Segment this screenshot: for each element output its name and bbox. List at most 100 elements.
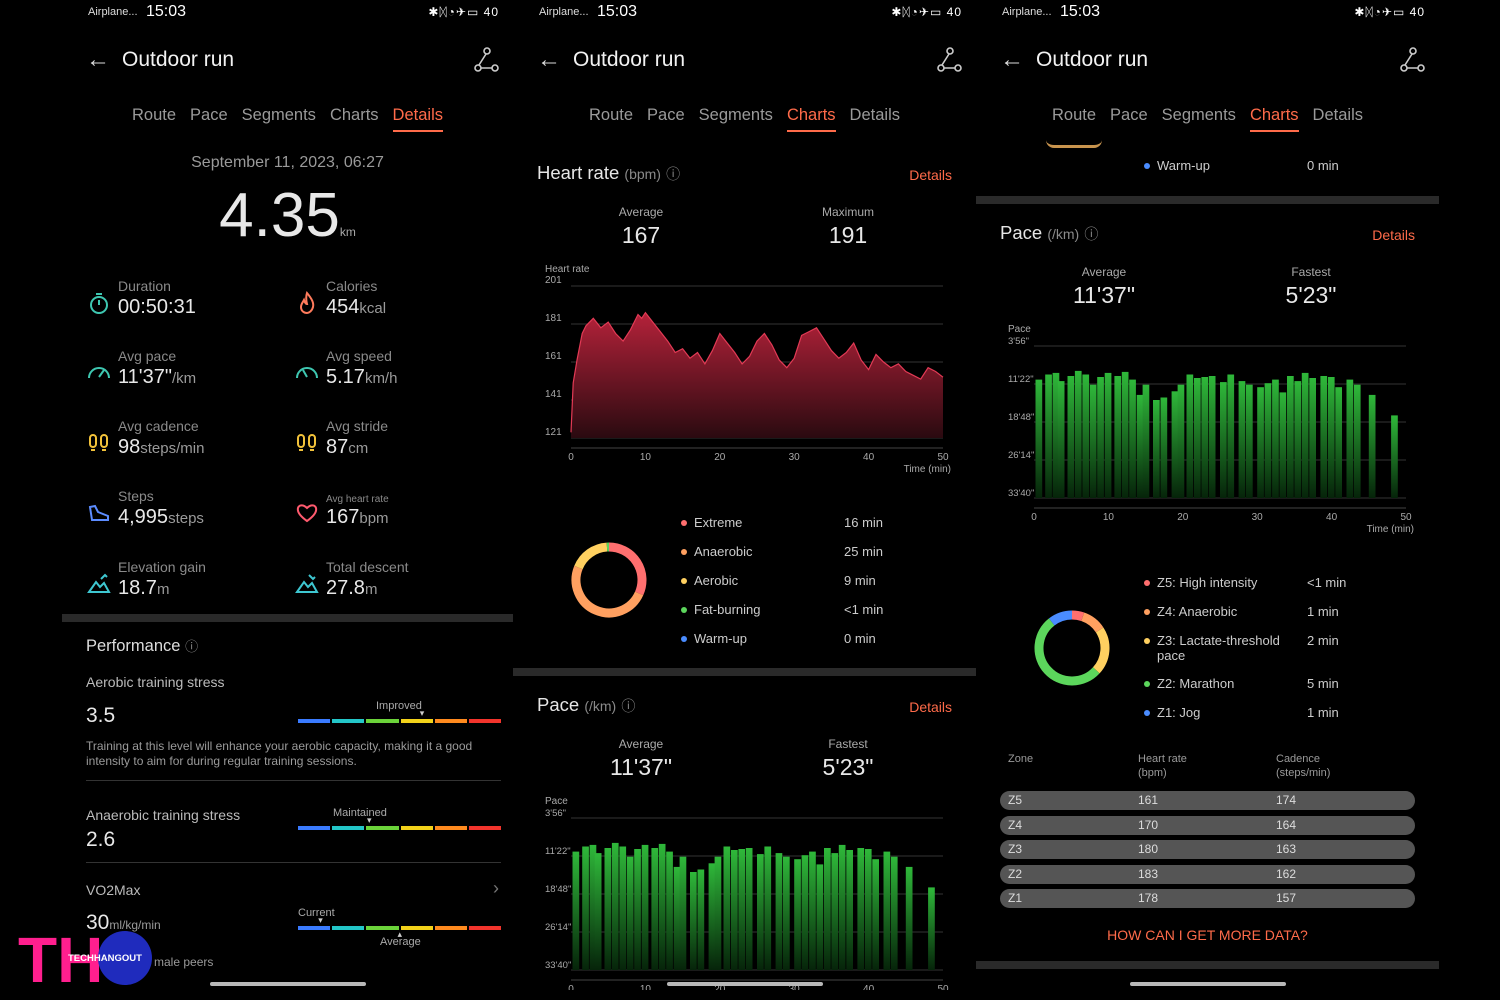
page-title: Outdoor run [573,48,686,71]
legend-item: Anaerobic 25 min [681,544,931,573]
home-indicator[interactable] [209,982,366,986]
stat-label: Avg heart rate [326,494,389,505]
tab-details[interactable]: Details [849,106,900,124]
tab-segments[interactable]: Segments [1161,106,1236,124]
donut-slice [571,565,644,618]
tab-charts[interactable]: Charts [1249,106,1299,132]
hr-average-value: 167 [621,222,661,248]
pace-bar [1142,384,1150,498]
y-tick-label: 33'40" [545,960,571,971]
top-bar: ← Outdoor run [513,40,976,80]
pace-bar [714,856,722,970]
info-icon[interactable]: ⓘ [185,639,199,654]
scale-segment [400,719,433,723]
route-share-icon[interactable] [1399,46,1427,74]
info-icon[interactable]: ⓘ [621,698,636,714]
pace-unit: (/km) [1047,226,1080,242]
pace-bar [1346,379,1354,498]
stat-value: 454kcal [326,296,386,319]
row-separator [86,780,501,781]
donut-slice [1081,612,1104,633]
heart-rate-details-link[interactable]: Details [909,167,952,183]
pace-bar [764,846,772,970]
tab-pace[interactable]: Pace [190,106,228,124]
vo2max-scale: ▾ ▴ [298,915,502,939]
tab-segments[interactable]: Segments [698,106,773,124]
route-share-icon[interactable] [936,46,964,74]
tab-route[interactable]: Route [589,106,634,124]
logo-letters: TH [18,928,103,986]
info-icon[interactable]: ⓘ [1084,226,1099,242]
stat-label: Steps [118,488,154,504]
x-tick-label: 50 [1400,512,1412,523]
pace-bar [604,848,612,970]
back-arrow-icon[interactable]: ← [537,46,561,73]
tab-route[interactable]: Route [132,106,177,124]
tab-details[interactable]: Details [1312,106,1363,124]
home-indicator[interactable] [666,982,823,986]
aerobic-status: Improved [376,700,422,712]
carrier-label: Airplane... [88,6,138,18]
y-tick-label: 18'48" [1008,412,1034,423]
route-share-icon[interactable] [473,46,501,74]
pace-bar [1171,391,1179,498]
pace-bar [745,848,753,970]
stat-number: 00:50:31 [118,296,196,318]
stat-value: 87cm [326,436,368,459]
status-icon-glyphs: ✱ᛞ◔✈▭ [428,5,480,19]
pace-bar [572,851,580,970]
home-indicator[interactable] [1129,982,1286,986]
tab-segments[interactable]: Segments [241,106,316,124]
legend-item: Warm-up 0 min [1144,158,1394,187]
pace-bar [1074,370,1082,498]
x-tick-label: 30 [789,984,801,990]
back-arrow-icon[interactable]: ← [1000,46,1024,73]
stat-number: 454 [326,296,360,318]
pace-bar [1287,376,1294,498]
section-divider [976,961,1439,969]
x-tick-label: 0 [1031,512,1037,523]
warmup-legend-row: Warm-up 0 min [1144,158,1394,187]
tab-details[interactable]: Details [392,106,443,132]
tab-charts[interactable]: Charts [786,106,836,132]
pace-bar [723,846,731,970]
tab-route[interactable]: Route [1052,106,1097,124]
pace-bar [1335,387,1342,498]
legend-mins: 0 min [1307,158,1339,173]
legend-item: Z4: Anaerobic 1 min [1144,604,1394,633]
legend-name: Z5: High intensity [1157,575,1258,590]
stat-avg-pace: Avg pace 11'37"/km [86,348,286,398]
chevron-right-icon[interactable]: › [493,878,499,898]
tab-charts[interactable]: Charts [329,106,379,124]
stat-steps: Steps 4,995steps [86,488,286,538]
pace-zone-donut [1034,610,1110,686]
tab-pace[interactable]: Pace [1110,106,1148,124]
pace-bar [757,854,764,970]
stat-unit: steps/min [140,440,205,457]
more-data-link[interactable]: HOW CAN I GET MORE DATA? [1107,927,1308,943]
info-icon[interactable]: ⓘ [666,166,681,182]
legend-name: Z4: Anaerobic [1157,604,1238,619]
stat-unit: cm [348,440,369,457]
footprints-icon [297,434,316,451]
tab-pace[interactable]: Pace [647,106,685,124]
x-tick-label: 0 [568,984,574,990]
techhangout-logo: TH TECHHANGOUT [18,928,152,986]
back-arrow-icon[interactable]: ← [86,46,110,73]
scale-segment [468,719,502,723]
pace-bar [1082,374,1090,498]
stat-label: Avg stride [326,418,388,434]
stat-unit: km/h [364,370,398,387]
pace-bar [846,850,853,970]
scale-average-marker: ▴ [397,929,402,939]
legend-item: Z3: Lactate-threshold pace 2 min [1144,633,1394,676]
stat-label: Elevation gain [118,559,206,575]
pace-bar [1121,371,1129,498]
vo2max-number: 30 [86,911,110,934]
pace-details-link[interactable]: Details [1372,227,1415,243]
pace-card-title: Pace (/km) ⓘ [537,694,635,716]
vo2max-value: 30ml/kg/min [86,911,161,935]
pace-details-link[interactable]: Details [909,699,952,715]
distance-number: 4.35 [219,181,340,250]
